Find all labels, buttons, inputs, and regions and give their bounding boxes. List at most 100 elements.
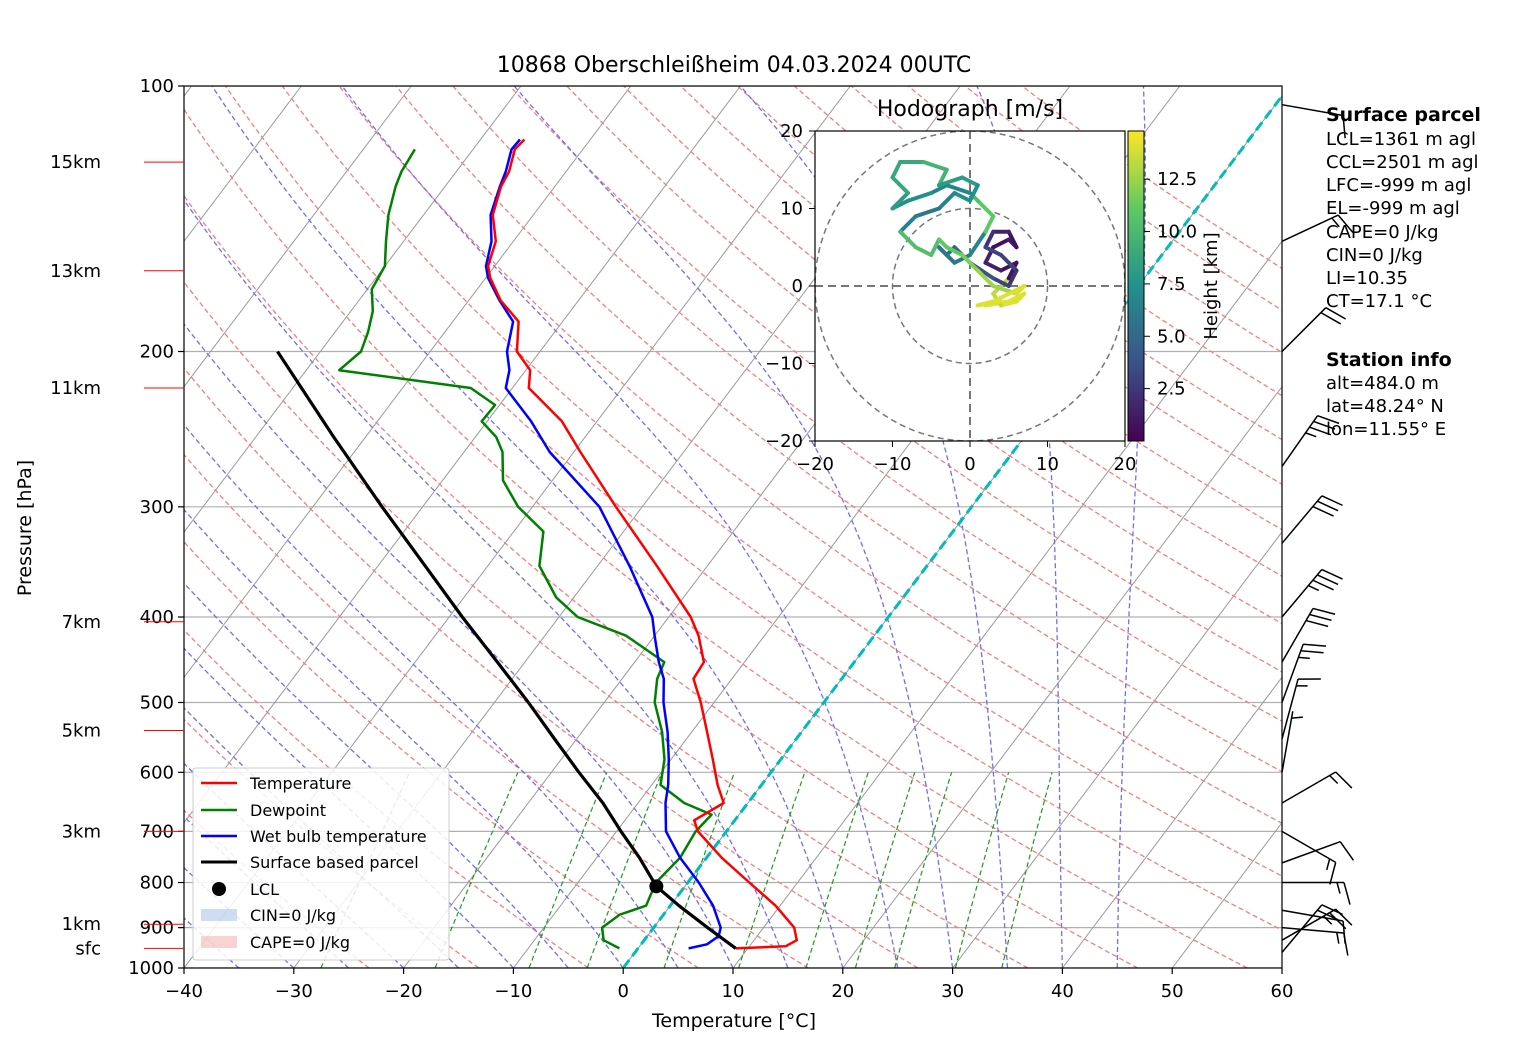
- parcel-info-line: CIN=0 J/kg: [1326, 245, 1423, 266]
- x-tick-label: 40: [1051, 981, 1074, 1002]
- hodograph-segment: [952, 191, 972, 203]
- mixing-ratio-line: [586, 772, 663, 968]
- hodo-y-tick-label: 10: [780, 199, 803, 220]
- x-tick-label: 30: [941, 981, 964, 1002]
- hodograph-segment: [975, 299, 1003, 308]
- mixing-ratio-line: [528, 772, 608, 968]
- colorbar-tick-label: 10.0: [1157, 222, 1197, 243]
- wind-barb: [1281, 643, 1326, 703]
- wetbulb-profile: [484, 138, 722, 950]
- wind-barbs: [1281, 103, 1355, 956]
- height-marks: sfc 1km 3km 5km 7km 11km 13km 15km: [50, 152, 184, 959]
- legend-dewpoint: Dewpoint: [250, 801, 326, 820]
- hodograph-segment: [1006, 284, 1027, 296]
- hodo-x-tick-label: −10: [874, 454, 912, 475]
- colorbar-tick-label: 5.0: [1157, 326, 1186, 347]
- chart-title: 10868 Oberschleißheim 04.03.2024 00UTC: [497, 53, 972, 78]
- height-mark-label: 5km: [62, 721, 101, 742]
- colorbar-label: Height [km]: [1201, 232, 1222, 339]
- wind-barb: [1281, 495, 1343, 544]
- hodo-y-tick-label: 0: [792, 276, 803, 297]
- hodograph-segment: [983, 245, 1003, 257]
- colorbar-tick-label: 12.5: [1157, 169, 1197, 190]
- wind-barb: [1281, 607, 1336, 663]
- station-info-line: lon=11.55° E: [1326, 419, 1446, 440]
- hodograph-segment: [991, 291, 1011, 304]
- temperature-profile: [486, 138, 799, 950]
- isotherm: [184, 86, 522, 533]
- legend-cape: CAPE=0 J/kg: [250, 933, 350, 952]
- mixing-ratio-line: [854, 772, 916, 968]
- colorbar-tick-label: 7.5: [1157, 274, 1186, 295]
- mixing-ratio-line: [805, 772, 869, 968]
- isotherm: [1062, 676, 1282, 968]
- parcel-info-line: LCL=1361 m agl: [1326, 129, 1476, 150]
- wind-barb: [1281, 568, 1343, 618]
- hodograph-segment: [944, 245, 965, 257]
- wind-barb: [1281, 307, 1347, 353]
- hodograph-segment: [975, 198, 996, 219]
- hodograph-segment: [968, 183, 980, 203]
- hodograph-segment: [898, 229, 918, 250]
- hodograph-segment: [921, 160, 949, 172]
- height-mark-label: 15km: [50, 152, 101, 173]
- station-info-line: alt=484.0 m: [1326, 373, 1439, 394]
- isotherm: [952, 531, 1282, 968]
- parcel-info-title: Surface parcel: [1326, 104, 1481, 126]
- isotherm: [184, 86, 632, 679]
- mixing-ratio-line: [663, 772, 736, 968]
- moist-adiabat: [184, 582, 569, 968]
- lcl-marker: [649, 879, 664, 894]
- hodograph-segment: [929, 183, 949, 195]
- hodograph-segment: [890, 175, 910, 195]
- hodograph-segment: [937, 167, 949, 188]
- legend-parcel: Surface based parcel: [250, 853, 419, 872]
- height-mark-label: 3km: [62, 821, 101, 842]
- y-tick-label: 600: [140, 762, 174, 783]
- x-tick-label: −10: [494, 981, 532, 1002]
- height-mark-label: sfc: [75, 938, 101, 959]
- y-tick-label: 300: [140, 497, 174, 518]
- y-tick-label: 900: [140, 918, 174, 939]
- height-mark-label: 11km: [50, 378, 101, 399]
- hodograph-segment: [913, 245, 934, 257]
- info-panel: Surface parcel LCL=1361 m agl CCL=2501 m…: [1326, 104, 1481, 440]
- x-tick-label: 60: [1271, 981, 1294, 1002]
- hodo-y-tick-label: 20: [780, 121, 803, 142]
- mixing-ratio-line: [894, 772, 953, 968]
- hodograph-segment: [944, 183, 972, 195]
- zero-isotherm: [622, 93, 1282, 968]
- y-tick-label: 200: [140, 342, 174, 363]
- hodo-x-tick-label: 0: [964, 454, 975, 475]
- legend-wetbulb: Wet bulb temperature: [250, 827, 427, 846]
- hodograph-segment: [983, 214, 996, 234]
- moist-adiabat: [341, 86, 899, 968]
- isotherm: [184, 86, 412, 388]
- hodograph-segment: [890, 191, 910, 211]
- hodograph-segment: [890, 160, 903, 180]
- y-tick-label: 1000: [128, 958, 174, 979]
- parcel-info-line: CT=17.1 °C: [1326, 291, 1432, 312]
- station-info-line: lat=48.24° N: [1326, 396, 1444, 417]
- wind-barb: [1281, 414, 1340, 467]
- hodograph: −20−20 −10 −10 0 0 10 10 20 20 Hodograph [m/s] 2…: [765, 97, 1222, 475]
- isotherm: [732, 240, 1282, 968]
- moist-adiabat: [513, 86, 954, 968]
- height-mark-label: 7km: [62, 612, 101, 633]
- wind-barb: [1281, 840, 1355, 864]
- hodo-x-tick-label: −20: [796, 454, 834, 475]
- hodograph-ring: [891, 207, 1049, 365]
- parcel-info-line: LI=10.35: [1326, 268, 1408, 289]
- dewpoint-profile: [337, 148, 713, 950]
- hodograph-segment: [913, 206, 941, 219]
- dry-adiabat: [224, 86, 1282, 931]
- x-tick-label: 0: [617, 981, 628, 1002]
- mixing-ratio-line: [738, 772, 806, 968]
- wind-barb: [1281, 830, 1337, 885]
- mixing-ratio-line: [1001, 772, 1053, 968]
- hodograph-segment: [906, 191, 934, 203]
- hodo-y-tick-label: −10: [765, 354, 803, 375]
- hodograph-segment: [929, 237, 941, 257]
- hodograph-segment: [937, 191, 957, 211]
